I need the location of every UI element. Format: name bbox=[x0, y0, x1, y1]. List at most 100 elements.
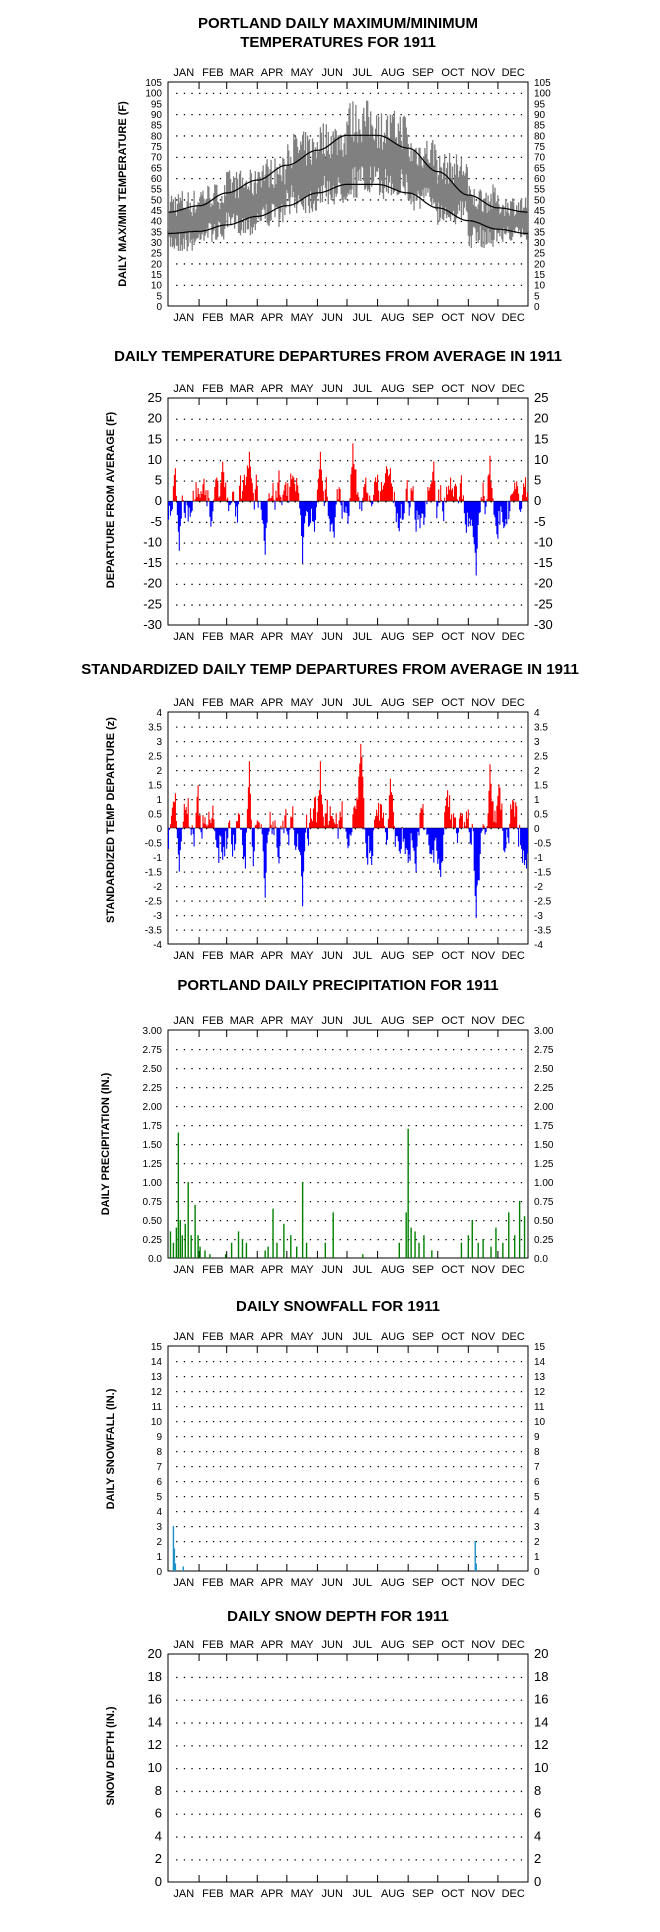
month-label-bottom: JUL bbox=[353, 950, 373, 962]
month-label-top: JAN bbox=[173, 1015, 194, 1027]
std-departures-title: STANDARDIZED DAILY TEMP DEPARTURES FROM … bbox=[81, 661, 579, 678]
y-tick-left: 20 bbox=[148, 1646, 162, 1661]
plot-frame bbox=[167, 1029, 529, 1259]
month-label-top: APR bbox=[261, 1015, 284, 1027]
y-tick-right: -10 bbox=[534, 534, 553, 549]
month-label-bottom: APR bbox=[261, 631, 284, 643]
month-label-bottom: JUL bbox=[353, 1577, 373, 1589]
y-tick-right: 2 bbox=[534, 1537, 540, 1548]
y-tick-right: 2 bbox=[534, 1851, 541, 1866]
month-label-bottom: JUN bbox=[322, 1577, 343, 1589]
y-tick-left: 2.5 bbox=[148, 752, 162, 763]
y-tick-right: 1 bbox=[534, 795, 540, 806]
month-label-top: DEC bbox=[502, 697, 525, 709]
month-label-bottom: FEB bbox=[202, 1888, 223, 1900]
month-label-bottom: SEP bbox=[412, 1577, 434, 1589]
temps-plot: JAN JAN FEB FEB MAR MAR APR APR MAY MAY JUN JUN JUL J… bbox=[145, 67, 551, 324]
temps-title-line1: PORTLAND DAILY MAXIMUM/MINIMUM bbox=[198, 15, 478, 32]
y-tick-left: -30 bbox=[143, 617, 162, 632]
y-tick-right: 65 bbox=[534, 163, 546, 174]
month-label-top: FEB bbox=[202, 697, 223, 709]
y-tick-right: 9 bbox=[534, 1432, 540, 1443]
month-label-bottom: NOV bbox=[471, 950, 496, 962]
y-tick-left: -2.5 bbox=[145, 897, 163, 908]
y-tick-left: 14 bbox=[148, 1714, 162, 1729]
y-tick-right: 10 bbox=[534, 1417, 546, 1428]
y-tick-right: 6 bbox=[534, 1477, 540, 1488]
y-tick-left: 70 bbox=[151, 153, 163, 164]
y-tick-right: 5 bbox=[534, 473, 541, 488]
month-label-bottom: MAY bbox=[291, 1264, 315, 1276]
positive-departure-bars bbox=[169, 743, 521, 828]
departures-title: DAILY TEMPERATURE DEPARTURES FROM AVERAG… bbox=[114, 348, 562, 365]
month-label-top: SEP bbox=[412, 1015, 434, 1027]
y-tick-left: 2 bbox=[156, 766, 162, 777]
y-tick-left: -15 bbox=[143, 555, 162, 570]
month-label-bottom: JAN bbox=[173, 950, 194, 962]
y-tick-left: 2.25 bbox=[143, 1083, 163, 1094]
y-tick-left: 20 bbox=[151, 259, 163, 270]
month-label-bottom: MAY bbox=[291, 950, 315, 962]
precip-ylabel: DAILY PRECIPITATION (IN.) bbox=[100, 1072, 112, 1215]
month-label-bottom: JUN bbox=[322, 950, 343, 962]
y-tick-left: 1.00 bbox=[143, 1178, 163, 1189]
month-label-top: APR bbox=[261, 1331, 284, 1343]
month-label-bottom: MAR bbox=[230, 631, 255, 643]
y-tick-left: 14 bbox=[151, 1357, 163, 1368]
month-label-top: JUN bbox=[322, 383, 343, 395]
y-tick-left: 6 bbox=[155, 1806, 162, 1821]
snowdepth-ylabel: SNOW DEPTH (IN.) bbox=[105, 1706, 117, 1805]
y-tick-right: -1.5 bbox=[534, 868, 552, 879]
month-label-bottom: AUG bbox=[381, 950, 405, 962]
y-tick-left: 1 bbox=[156, 1552, 162, 1563]
month-label-bottom: AUG bbox=[381, 312, 405, 324]
y-tick-left: 13 bbox=[151, 1372, 163, 1383]
month-label-top: OCT bbox=[441, 1639, 465, 1651]
y-tick-left: 6 bbox=[156, 1477, 162, 1488]
y-tick-right: 18 bbox=[534, 1669, 548, 1684]
y-tick-left: 0.25 bbox=[143, 1235, 163, 1246]
grid-dots bbox=[176, 1361, 523, 1558]
month-label-bottom: DEC bbox=[502, 950, 525, 962]
y-tick-right: 4 bbox=[534, 708, 540, 719]
y-tick-right: 1.25 bbox=[534, 1159, 554, 1170]
y-tick-left: 3.5 bbox=[148, 723, 162, 734]
month-label-bottom: AUG bbox=[381, 1264, 405, 1276]
y-tick-left: 0.5 bbox=[148, 810, 162, 821]
y-tick-left: 75 bbox=[151, 142, 163, 153]
y-tick-right: 50 bbox=[534, 195, 546, 206]
y-tick-right: 2 bbox=[534, 766, 540, 777]
y-tick-right: 2.5 bbox=[534, 752, 548, 763]
y-tick-left: 4 bbox=[156, 708, 162, 719]
y-tick-right: 15 bbox=[534, 1342, 546, 1353]
std-departures-ylabel: STANDARDIZED TEMP DEPARTURE (z) bbox=[105, 717, 117, 923]
month-label-bottom: FEB bbox=[202, 312, 223, 324]
negative-departure-bars bbox=[167, 828, 529, 918]
month-label-top: MAY bbox=[291, 1331, 315, 1343]
month-label-bottom: SEP bbox=[412, 1264, 434, 1276]
month-label-bottom: APR bbox=[261, 1577, 284, 1589]
y-tick-left: 0 bbox=[155, 493, 162, 508]
y-tick-right: 100 bbox=[534, 89, 551, 100]
month-label-top: MAR bbox=[230, 697, 255, 709]
month-label-top: MAY bbox=[291, 1015, 315, 1027]
y-tick-right: -4 bbox=[534, 940, 543, 951]
month-label-top: MAR bbox=[230, 383, 255, 395]
month-label-bottom: JAN bbox=[173, 1888, 194, 1900]
y-tick-right: -2 bbox=[534, 882, 543, 893]
y-tick-left: 0 bbox=[156, 302, 162, 313]
y-tick-left: 5 bbox=[156, 291, 162, 302]
y-tick-right: 95 bbox=[534, 99, 546, 110]
month-label-top: SEP bbox=[412, 697, 434, 709]
y-tick-left: -10 bbox=[143, 534, 162, 549]
month-label-bottom: MAR bbox=[230, 312, 255, 324]
y-tick-right: 2.00 bbox=[534, 1102, 554, 1113]
y-tick-right: 16 bbox=[534, 1692, 548, 1707]
month-label-bottom: DEC bbox=[502, 631, 525, 643]
month-label-bottom: OCT bbox=[441, 950, 465, 962]
y-tick-left: 0.50 bbox=[143, 1216, 163, 1227]
month-label-bottom: APR bbox=[261, 1888, 284, 1900]
month-label-bottom: JAN bbox=[173, 1264, 194, 1276]
y-tick-right: -25 bbox=[534, 596, 553, 611]
